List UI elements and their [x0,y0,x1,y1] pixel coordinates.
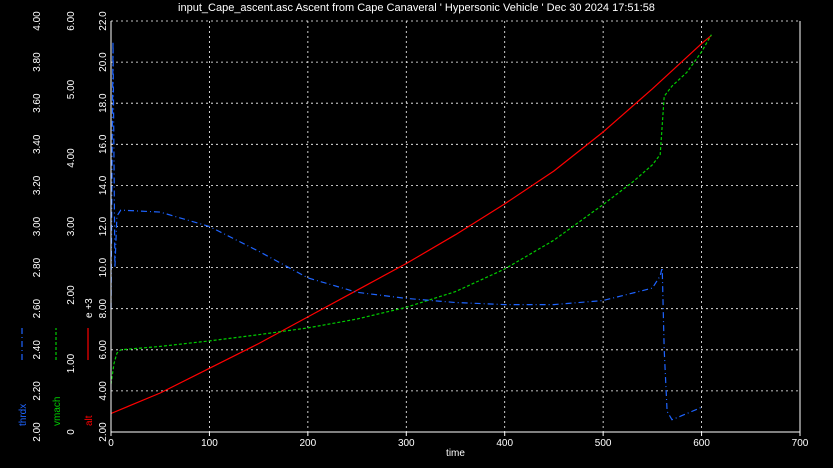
y-tick-label-vmach: 1.00 [66,353,77,373]
y-tick-label-thrdx: 3.80 [32,52,43,72]
x-axis-label: time [446,448,465,459]
y-tick-label-vmach: 0 [66,429,77,435]
x-tick-label: 600 [693,438,710,449]
y-axis-name-vmach: vmach [52,397,63,426]
y-tick-label-thrdx: 4.00 [32,11,43,31]
y-tick-label-thrdx: 2.20 [32,381,43,401]
y-tick-label-alt: 16.0 [98,134,109,154]
y-tick-label-thrdx: 2.80 [32,257,43,277]
y-tick-label-alt: 8.00 [98,299,109,319]
y-tick-label-alt: 20.0 [98,52,109,72]
chart-axes [110,21,801,436]
y-tick-label-thrdx: 3.20 [32,175,43,195]
y-tick-label-vmach: 2.00 [66,285,77,305]
y-tick-label-alt: 12.0 [98,216,109,236]
y-tick-label-alt: 18.0 [98,93,109,113]
x-tick-label: 500 [595,438,612,449]
series-line-thrdx [110,41,702,421]
y-tick-label-alt: 10.0 [98,257,109,277]
series-line-alt [110,34,712,415]
y-tick-label-alt: 6.00 [98,340,109,360]
x-tick-label: 400 [496,438,513,449]
x-tick-label: 200 [300,438,317,449]
chart-title: input_Cape_ascent.asc Ascent from Cape C… [178,2,655,14]
y-axis-name-alt: alt [84,415,95,426]
y-tick-label-thrdx: 3.00 [32,216,43,236]
chart-labels: 0 100 200 300 400 500 600 700 time 2.00 2.20 2.40 2.… [18,11,809,459]
y-tick-label-alt: 22.0 [98,11,109,31]
y-tick-label-thrdx: 2.00 [32,422,43,442]
y-tick-label-thrdx: 2.40 [32,340,43,360]
x-tick-label: 700 [792,438,809,449]
y-axis-multiplier-alt: e +3 [84,298,95,318]
x-tick-label: 0 [108,438,114,449]
y-tick-label-thrdx: 2.60 [32,299,43,319]
x-tick-label: 100 [201,438,218,449]
y-tick-label-alt: 14.0 [98,175,109,195]
y-tick-label-alt: 2.00 [98,422,109,442]
chart-series [110,34,712,421]
y-tick-label-vmach: 3.00 [66,216,77,236]
y-tick-label-thrdx: 3.60 [32,93,43,113]
y-tick-label-vmach: 5.00 [66,79,77,99]
y-axis-name-thrdx: thrdx [18,404,29,426]
chart-grid [111,20,801,432]
x-tick-label: 300 [398,438,415,449]
y-tick-label-thrdx: 3.40 [32,134,43,154]
y-tick-label-vmach: 6.00 [66,11,77,31]
y-tick-label-vmach: 4.00 [66,148,77,168]
y-tick-label-alt: 4.00 [98,381,109,401]
series-line-vmach [110,34,712,385]
